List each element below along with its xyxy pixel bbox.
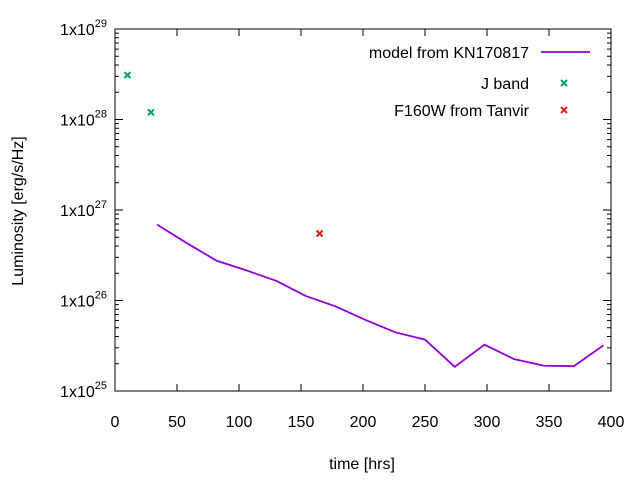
y-tick-label: 1x1027 bbox=[60, 199, 107, 220]
legend-label: model from KN170817 bbox=[369, 45, 529, 62]
model-line bbox=[156, 223, 605, 368]
y-tick-label: 1x1026 bbox=[60, 290, 107, 311]
x-tick-label: 100 bbox=[226, 414, 253, 431]
y-tick-label: 1x1025 bbox=[60, 380, 107, 401]
x-tick-label: 300 bbox=[474, 414, 501, 431]
data-point bbox=[315, 229, 324, 238]
x-tick-label: 400 bbox=[598, 414, 625, 431]
y-axis-label: Luminosity [erg/s/Hz] bbox=[10, 136, 27, 285]
x-tick-label: 250 bbox=[412, 414, 439, 431]
x-tick-labels: 0 50 100 150 200 250 300 350 400 bbox=[111, 414, 625, 431]
data-point bbox=[123, 71, 132, 79]
legend-marker-sample bbox=[560, 79, 568, 87]
axis-ticks bbox=[114, 28, 612, 392]
x-tick-label: 350 bbox=[536, 414, 563, 431]
series-layer bbox=[123, 71, 605, 368]
legend-label: J band bbox=[481, 76, 529, 93]
legend-label: F160W from Tanvir bbox=[394, 103, 530, 120]
x-tick-label: 200 bbox=[350, 414, 377, 431]
y-tick-label: 1x1028 bbox=[60, 109, 107, 130]
legend-marker-sample bbox=[560, 106, 568, 114]
legend: model from KN170817 J band F160W from Tanv… bbox=[369, 45, 590, 120]
y-tick-labels: 1x1025 1x1026 1x1027 1x1028 1x1029 bbox=[60, 18, 107, 401]
plot-frame bbox=[114, 28, 612, 392]
data-point bbox=[147, 108, 155, 117]
y-tick-label: 1x1029 bbox=[60, 18, 107, 39]
x-tick-label: 50 bbox=[168, 414, 186, 431]
x-tick-label: 0 bbox=[111, 414, 120, 431]
x-tick-label: 150 bbox=[288, 414, 315, 431]
x-axis-label: time [hrs] bbox=[329, 456, 395, 473]
